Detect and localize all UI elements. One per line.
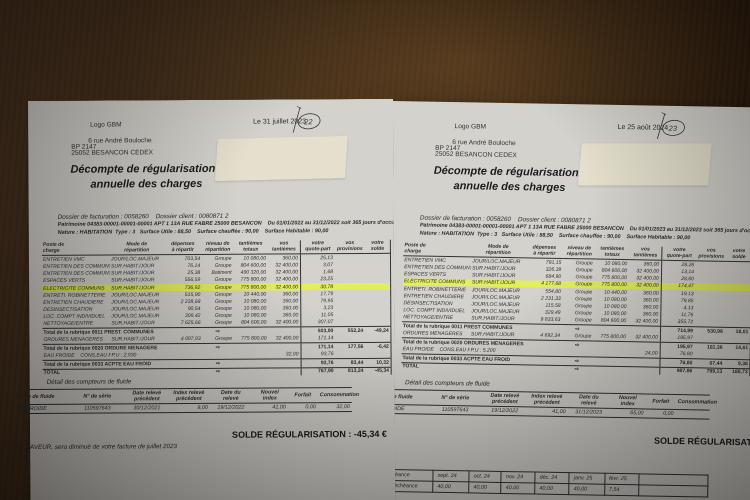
svg-text:22: 22: [303, 117, 313, 126]
svg-text:23: 23: [667, 124, 677, 133]
